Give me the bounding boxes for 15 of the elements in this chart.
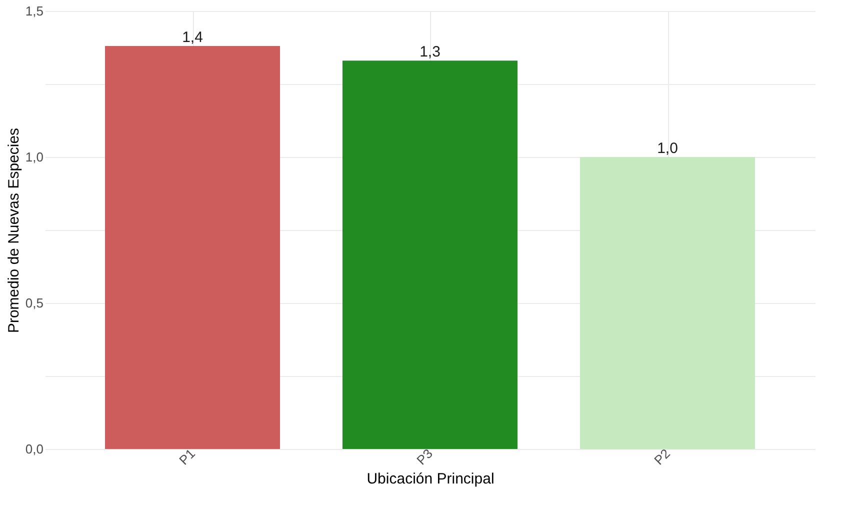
x-tick-label: P2 — [651, 446, 673, 468]
y-tick-label: 1,0 — [25, 150, 44, 164]
data-label: 1,4 — [182, 29, 203, 46]
y-tick-label: 0,5 — [25, 296, 44, 310]
x-tick-label: P3 — [414, 446, 436, 468]
y-tick-label: 1,5 — [25, 4, 44, 18]
data-label: 1,0 — [657, 140, 678, 157]
x-axis-title: Ubicación Principal — [366, 470, 494, 488]
x-tick-label: P1 — [176, 446, 198, 468]
bar — [105, 46, 280, 449]
y-tick-label: 0,0 — [25, 442, 44, 456]
bar — [580, 157, 755, 449]
y-axis-title: Promedio de Nuevas Especies — [5, 128, 22, 334]
data-label: 1,3 — [420, 44, 440, 61]
bar — [342, 60, 518, 449]
